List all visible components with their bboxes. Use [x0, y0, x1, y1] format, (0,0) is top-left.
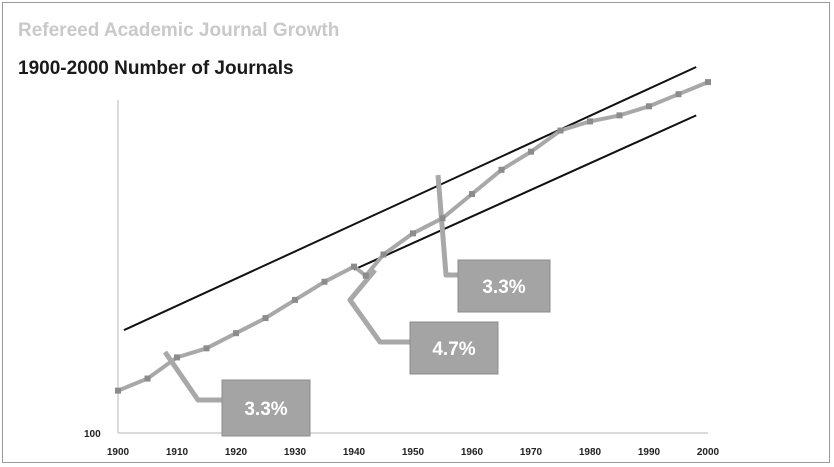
x-tick-label: 1960	[461, 447, 484, 458]
callout-label: 4.7%	[432, 339, 475, 360]
callout-leader	[350, 270, 410, 342]
x-tick-label: 1920	[225, 447, 248, 458]
x-tick-label: 1930	[284, 447, 307, 458]
y-tick-label: 100	[84, 429, 101, 440]
data-point	[646, 103, 652, 109]
callout-label: 3.3%	[244, 399, 287, 420]
x-tick-label: 1970	[520, 447, 543, 458]
data-point	[587, 118, 593, 124]
data-point	[528, 149, 534, 155]
data-point	[440, 215, 446, 221]
data-point	[499, 167, 505, 173]
data-point	[115, 388, 121, 394]
x-tick-label: 1990	[638, 447, 661, 458]
x-tick-label: 1910	[166, 447, 189, 458]
data-point	[322, 279, 328, 285]
x-tick-labels: 1900 1910 1920 1930 1940 1950 1960 1970 1980 1990…	[107, 447, 720, 458]
x-tick-label: 2000	[697, 447, 720, 458]
x-tick-label: 1950	[402, 447, 425, 458]
data-point	[145, 376, 151, 382]
data-point	[292, 297, 298, 303]
data-point	[204, 345, 210, 351]
data-point	[676, 91, 682, 97]
callouts: 3.3% 4.7% 3.3%	[222, 260, 550, 436]
trend-line	[354, 115, 696, 269]
data-point	[351, 264, 357, 270]
data-point	[263, 315, 269, 321]
data-point	[233, 330, 239, 336]
x-tick-label: 1900	[107, 447, 130, 458]
x-tick-label: 1980	[579, 447, 602, 458]
trend-line	[124, 67, 696, 330]
data-point	[363, 273, 369, 279]
data-point	[469, 191, 475, 197]
data-point	[381, 252, 387, 258]
data-point	[705, 79, 711, 85]
data-point	[617, 112, 623, 118]
data-point	[410, 230, 416, 236]
callout-label: 3.3%	[482, 277, 525, 298]
trend-lines	[124, 67, 696, 330]
x-tick-label: 1940	[343, 447, 366, 458]
data-point	[174, 354, 180, 360]
data-point	[558, 128, 564, 134]
